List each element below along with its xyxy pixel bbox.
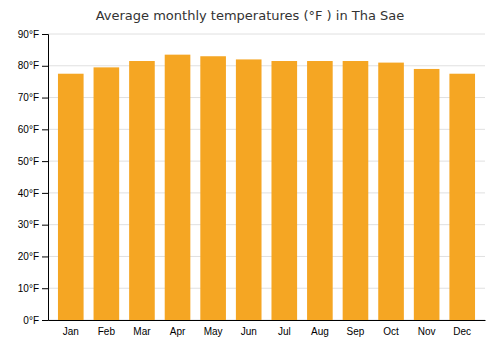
bar	[271, 61, 297, 320]
y-tick-label: 0°F	[23, 315, 39, 326]
y-tick-mark	[42, 193, 48, 194]
x-tick-label: Oct	[383, 326, 399, 337]
x-tick-label: Nov	[418, 326, 436, 337]
x-tick-label: Mar	[133, 326, 151, 337]
chart: Average monthly temperatures (°F ) in Th…	[0, 0, 500, 350]
y-tick: 80°F	[18, 60, 48, 71]
y-tick-label: 50°F	[18, 156, 39, 167]
y-tick-mark	[42, 256, 48, 257]
x-tick-label: Jul	[278, 326, 291, 337]
bar	[307, 61, 333, 320]
bar	[343, 61, 369, 320]
y-tick-mark	[42, 129, 48, 130]
x-tick: Nov	[418, 326, 436, 337]
x-tick: Feb	[98, 326, 116, 337]
x-tick: Oct	[383, 326, 399, 337]
y-tick-mark	[42, 320, 48, 321]
y-tick-label: 20°F	[18, 251, 39, 262]
bar	[378, 63, 404, 320]
y-tick: 90°F	[18, 29, 48, 40]
y-tick-mark	[42, 34, 48, 35]
x-tick-label: Dec	[453, 326, 471, 337]
y-axis: 0°F 10°F 20°F 30°F 40°F 50°F 60°F 70°F 80°F 90°F	[18, 29, 49, 326]
bar	[129, 61, 155, 320]
y-tick: 0°F	[23, 315, 48, 326]
x-tick-label: Aug	[311, 326, 329, 337]
y-tick: 20°F	[18, 251, 48, 262]
bar	[236, 59, 262, 320]
x-tick: Aug	[311, 326, 329, 337]
y-tick-label: 10°F	[18, 283, 39, 294]
bar	[449, 74, 475, 320]
x-tick-label: May	[204, 326, 223, 337]
y-axis-line	[42, 35, 49, 321]
y-tick-mark	[42, 98, 48, 99]
y-tick: 30°F	[18, 219, 48, 230]
y-tick: 50°F	[18, 156, 48, 167]
grid	[48, 34, 485, 320]
grid-line	[48, 65, 485, 66]
y-tick-label: 70°F	[18, 92, 39, 103]
y-tick-mark	[42, 288, 48, 289]
x-tick: Apr	[170, 326, 186, 337]
title: Average monthly temperatures (°F ) in Th…	[96, 8, 405, 23]
bar	[200, 56, 226, 320]
y-tick: 10°F	[18, 283, 48, 294]
y-tick-mark	[42, 161, 48, 162]
bar	[165, 55, 191, 320]
x-tick-label: Apr	[170, 326, 186, 337]
y-tick-label: 30°F	[18, 219, 39, 230]
y-tick-label: 80°F	[18, 60, 39, 71]
bar	[58, 74, 84, 320]
grid-line	[48, 34, 485, 35]
y-tick-label: 90°F	[18, 29, 39, 40]
y-tick: 60°F	[18, 124, 48, 135]
x-tick: Sep	[347, 326, 365, 337]
x-tick: Jul	[278, 326, 291, 337]
x-tick: Mar	[133, 326, 151, 337]
bar	[414, 69, 440, 320]
plot: Jan Feb Mar Apr May Jun Jul Aug Sep Oct Nov Dec 0°F 1…	[18, 29, 486, 337]
y-tick-mark	[42, 66, 48, 67]
x-tick: May	[204, 326, 223, 337]
y-tick: 70°F	[18, 92, 48, 103]
bar	[94, 67, 120, 320]
x-tick-label: Feb	[98, 326, 116, 337]
x-tick-label: Sep	[347, 326, 365, 337]
x-tick: Jan	[63, 326, 79, 337]
bars	[58, 55, 475, 320]
x-axis-line	[49, 320, 486, 321]
y-tick-label: 40°F	[18, 188, 39, 199]
x-axis: Jan Feb Mar Apr May Jun Jul Aug Sep Oct Nov Dec	[49, 321, 486, 338]
x-tick: Jun	[241, 326, 257, 337]
y-tick-mark	[42, 225, 48, 226]
x-tick-label: Jan	[63, 326, 79, 337]
y-tick-label: 60°F	[18, 124, 39, 135]
y-tick: 40°F	[18, 188, 48, 199]
x-tick-label: Jun	[241, 326, 257, 337]
x-tick: Dec	[453, 326, 471, 337]
